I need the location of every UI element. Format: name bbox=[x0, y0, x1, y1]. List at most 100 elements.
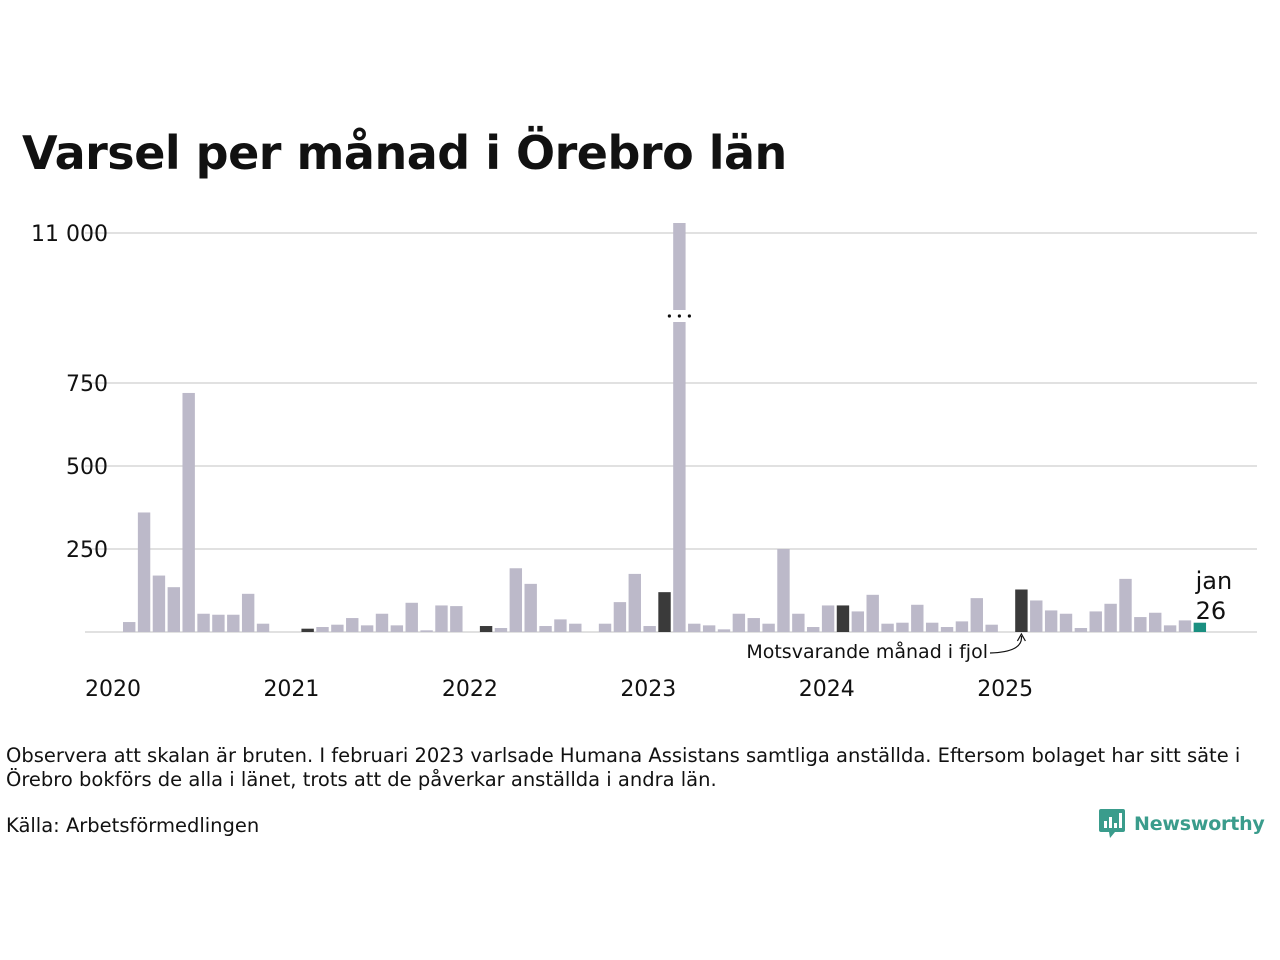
bar-2020-05 bbox=[182, 392, 195, 632]
bar-2025-01 bbox=[1015, 589, 1028, 632]
bars bbox=[123, 223, 1207, 632]
bar-2023-12 bbox=[821, 605, 835, 632]
axis-break-dot bbox=[667, 314, 671, 318]
bar-2024-11 bbox=[985, 624, 998, 632]
bar-2025-05 bbox=[1074, 628, 1088, 632]
annotation-arrowhead bbox=[1016, 632, 1026, 642]
bar-2023-03 bbox=[688, 623, 701, 632]
bar-2021-11 bbox=[450, 606, 463, 632]
latest-month-label: jan bbox=[1195, 567, 1233, 595]
x-tick-label: 2025 bbox=[977, 677, 1033, 702]
bar-chart: 11 000 750 500 250 2020 2021 2022 2023 2024 2025… bbox=[31, 222, 1257, 702]
bar-2023-07 bbox=[747, 618, 760, 632]
newsworthy-bar-chart-icon bbox=[1099, 809, 1125, 838]
bar-2021-08 bbox=[405, 602, 418, 632]
axis-break bbox=[667, 314, 691, 318]
bar-2025-10 bbox=[1149, 612, 1162, 632]
y-tick-label: 750 bbox=[66, 372, 108, 397]
bar-2023-11 bbox=[807, 627, 820, 632]
axis-break-dot bbox=[677, 314, 681, 318]
bar-2022-02 bbox=[494, 628, 508, 632]
annotation-arrow bbox=[989, 635, 1023, 654]
bar-2020-10 bbox=[256, 623, 270, 632]
bar-2023-02-upper bbox=[673, 223, 686, 310]
bar-2025-04 bbox=[1059, 613, 1073, 632]
bar-2020-03 bbox=[152, 575, 166, 632]
bar-2020-04 bbox=[167, 587, 181, 632]
bar-2021-03 bbox=[331, 624, 344, 632]
bar-2025-07 bbox=[1104, 603, 1117, 632]
latest-year-label: 26 bbox=[1196, 597, 1227, 625]
bar-2022-09 bbox=[598, 623, 612, 632]
bar-2021-05 bbox=[360, 625, 374, 632]
bar-2024-06 bbox=[911, 604, 924, 632]
bar-2023-10 bbox=[792, 613, 805, 632]
bar-2020-07 bbox=[212, 614, 225, 632]
bar-2022-01 bbox=[479, 626, 493, 632]
bar-2024-08 bbox=[940, 627, 954, 632]
bar-2023-01 bbox=[658, 592, 671, 632]
chart-note: Observera att skalan är bruten. I februa… bbox=[6, 744, 1241, 791]
gridlines bbox=[85, 232, 1257, 633]
bar-2023-06 bbox=[732, 613, 746, 632]
logo-text: Newsworthy bbox=[1134, 813, 1265, 835]
annotation-same-month-last-year: Motsvarande månad i fjol bbox=[746, 640, 988, 663]
bar-2022-04 bbox=[524, 583, 537, 632]
axis-break-dot bbox=[687, 314, 691, 318]
x-tick-label: 2021 bbox=[263, 677, 319, 702]
bar-2023-05 bbox=[717, 629, 731, 632]
bar-2023-09 bbox=[777, 549, 790, 632]
bar-2024-07 bbox=[925, 622, 939, 632]
bar-2024-01 bbox=[836, 605, 850, 632]
x-tick-label: 2023 bbox=[620, 677, 676, 702]
y-axis-ticks: 11 000 750 500 250 bbox=[31, 222, 108, 563]
bar-2024-02 bbox=[851, 611, 865, 632]
y-tick-label: 11 000 bbox=[31, 222, 108, 247]
bar-2025-02 bbox=[1030, 600, 1043, 632]
bar-2025-03 bbox=[1044, 610, 1058, 632]
bar-2021-06 bbox=[375, 613, 389, 632]
bar-2024-05 bbox=[896, 622, 909, 632]
bar-2026-01 bbox=[1193, 622, 1207, 632]
x-tick-label: 2020 bbox=[85, 677, 141, 702]
chart-title: Varsel per månad i Örebro län bbox=[22, 126, 787, 180]
bar-2021-04 bbox=[346, 618, 359, 632]
bar-2021-09 bbox=[420, 630, 433, 632]
bar-2025-06 bbox=[1089, 611, 1102, 632]
bar-2025-08 bbox=[1119, 578, 1132, 632]
x-axis-ticks: 2020 2021 2022 2023 2024 2025 bbox=[85, 677, 1033, 702]
bar-2024-10 bbox=[970, 598, 983, 632]
bar-2024-09 bbox=[955, 621, 969, 632]
bar-2022-03 bbox=[509, 568, 523, 632]
bar-2022-07 bbox=[569, 623, 582, 632]
bar-2022-11 bbox=[628, 573, 641, 632]
bar-2021-10 bbox=[435, 605, 448, 632]
bar-2020-01 bbox=[123, 622, 136, 632]
newsworthy-logo: Newsworthy bbox=[1098, 808, 1265, 840]
bar-2025-11 bbox=[1163, 625, 1177, 632]
bar-2022-06 bbox=[554, 619, 567, 632]
bar-2024-04 bbox=[881, 623, 894, 632]
bar-2024-03 bbox=[866, 594, 879, 632]
x-tick-label: 2022 bbox=[442, 677, 498, 702]
bar-2021-02 bbox=[316, 627, 329, 632]
bar-2020-08 bbox=[227, 614, 240, 632]
y-tick-label: 250 bbox=[66, 538, 108, 563]
bar-2022-12 bbox=[643, 626, 656, 632]
source-credit: Källa: Arbetsförmedlingen bbox=[6, 814, 260, 837]
bar-2020-02 bbox=[137, 512, 151, 632]
bar-2023-02 bbox=[673, 322, 686, 632]
bar-2021-01 bbox=[301, 628, 314, 632]
bar-2025-09 bbox=[1134, 617, 1147, 632]
bar-2023-08 bbox=[762, 623, 775, 632]
bar-2020-09 bbox=[241, 593, 255, 632]
bar-2022-10 bbox=[613, 602, 627, 632]
bar-2021-07 bbox=[390, 625, 404, 632]
bar-2020-06 bbox=[197, 613, 210, 632]
bar-2022-05 bbox=[539, 626, 552, 632]
x-tick-label: 2024 bbox=[799, 677, 855, 702]
bar-2023-04 bbox=[702, 625, 716, 632]
bar-2025-12 bbox=[1178, 620, 1192, 632]
y-tick-label: 500 bbox=[66, 455, 108, 480]
